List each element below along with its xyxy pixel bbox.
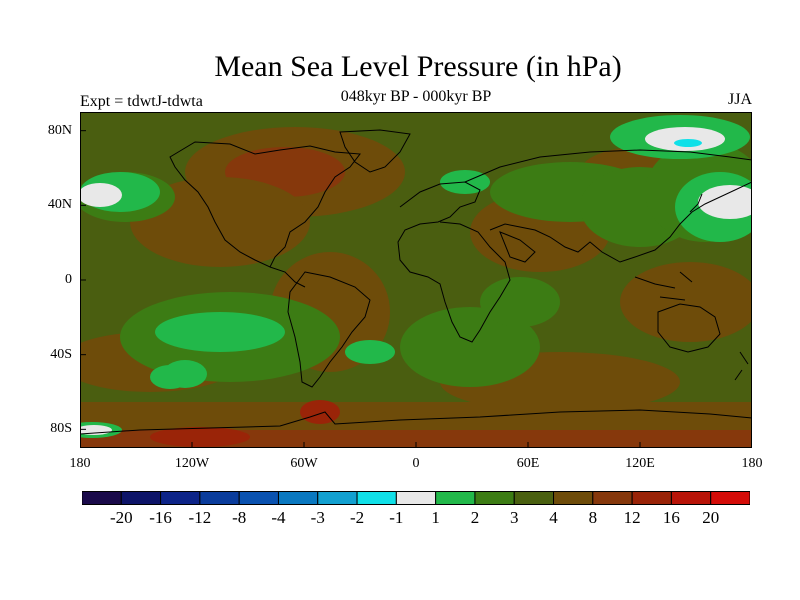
coastline-north-america	[169, 141, 361, 268]
colorbar-swatch	[395, 491, 437, 505]
colorbar-swatch	[592, 491, 633, 505]
season-label: JJA	[727, 91, 752, 108]
colorbar-svg	[82, 491, 750, 505]
colorbar-label: 1	[431, 508, 440, 527]
colorbar-label: 12	[623, 508, 641, 527]
experiment-label: Expt = tdwtJ-tdwta	[80, 93, 203, 110]
map-title: Mean Sea Level Pressure (in hPa)	[214, 50, 622, 83]
colorbar-label: -16	[149, 508, 172, 527]
colorbar-label: -2	[349, 508, 365, 527]
lon-label: 180	[69, 456, 91, 471]
colorbar-label: -20	[109, 508, 133, 527]
coastlines	[80, 129, 752, 435]
colorbar-label: -1	[389, 508, 404, 527]
colorbar-swatch	[238, 491, 279, 505]
colorbar-label: -8	[232, 508, 247, 527]
colorbar-label: 3	[509, 508, 519, 527]
coastline-arabia	[499, 231, 536, 263]
colorbar-label: 20	[702, 508, 720, 527]
colorbar-swatch	[631, 491, 672, 505]
colorbar-swatch	[513, 491, 555, 505]
pressure-map-svg	[80, 112, 752, 448]
coastline-central-america	[269, 266, 306, 288]
anomaly-region	[620, 262, 752, 342]
lon-label: 180	[741, 456, 763, 471]
lat-label: 0	[65, 272, 72, 287]
colorbar-swatch	[710, 491, 750, 505]
coastline-australia	[657, 303, 721, 353]
colorbar-label: 8	[588, 508, 598, 527]
pressure-map	[80, 112, 752, 448]
anomaly-region	[645, 127, 725, 151]
colorbar-label: 16	[662, 508, 680, 527]
lon-label: 0	[412, 456, 420, 471]
coastline-se-asia	[634, 271, 693, 301]
anomaly-region	[480, 277, 560, 327]
coastline-antarctica	[80, 409, 752, 435]
coastline-greenland	[339, 129, 411, 173]
anomaly-region	[698, 185, 752, 219]
colorbar-swatch	[120, 491, 162, 505]
lat-label: 80S	[50, 421, 72, 437]
colorbar	[82, 491, 750, 505]
anomaly-region	[130, 177, 310, 267]
colorbar-label: -12	[188, 508, 212, 527]
coastline-japan	[689, 193, 703, 213]
colorbar-swatch	[670, 491, 712, 505]
anomaly-region	[400, 307, 540, 387]
lat-label: 40N	[47, 197, 72, 213]
lon-label: 60W	[290, 456, 318, 471]
anomaly-region	[163, 360, 207, 388]
colorbar-swatch	[553, 491, 594, 505]
colorbar-swatch	[277, 491, 319, 505]
lon-label: 60E	[516, 456, 540, 471]
colorbar-swatch	[317, 491, 358, 505]
lat-label: 40S	[50, 346, 72, 362]
colorbar-label: -4	[271, 508, 286, 527]
anomaly-region	[345, 340, 395, 364]
lon-label: 120E	[625, 456, 655, 471]
anomaly-region	[150, 427, 250, 447]
anomaly-region	[300, 400, 340, 424]
coastline-new-zealand	[734, 351, 749, 381]
colorbar-label: 4	[549, 508, 558, 527]
map-subtitle: 048kyr BP - 000kyr BP	[340, 88, 492, 105]
colorbar-label: -3	[310, 508, 325, 527]
colorbar-label: 2	[470, 508, 480, 527]
coastline-asia	[464, 149, 752, 263]
colorbar-swatch	[435, 491, 476, 505]
colorbar-swatch	[82, 491, 122, 505]
anomaly-region	[80, 183, 122, 207]
colorbar-swatch	[356, 491, 397, 505]
coastline-europe-africa	[397, 181, 511, 343]
lat-label: 80N	[47, 122, 72, 138]
coastline-south-america	[287, 271, 371, 388]
map-tickmarks	[80, 130, 752, 448]
colorbar-swatch	[474, 491, 515, 505]
anomaly-region	[674, 139, 702, 147]
lon-label: 120W	[174, 456, 210, 471]
colorbar-swatch	[199, 491, 240, 505]
colorbar-swatch	[160, 491, 201, 505]
anomaly-region	[155, 312, 285, 352]
